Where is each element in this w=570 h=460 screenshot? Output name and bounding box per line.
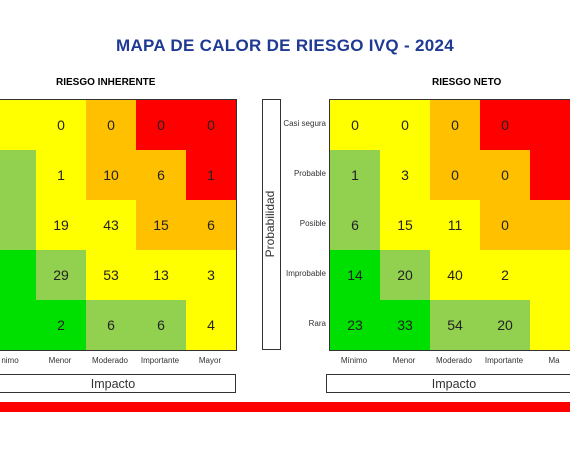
net-x-tick-4: Importante: [484, 356, 524, 365]
net-cell-r4-c2: 20: [380, 250, 430, 300]
inherent-cell-r5-c4: 6: [136, 300, 186, 350]
inherent-x-tick-3: Moderado: [91, 356, 129, 365]
net-cell-r5-c5: [530, 300, 570, 350]
net-cell-r1-c4: 0: [480, 100, 530, 150]
net-cell-r3-c5: [530, 200, 570, 250]
inherent-cell-r1-c4: 0: [136, 100, 186, 150]
net-y-tick-2: Probable: [293, 169, 326, 178]
net-cell-r5-c3: 54: [430, 300, 480, 350]
left-chart-title: RIESGO INHERENTE: [56, 77, 156, 88]
net-y-tick-1: Casi segura: [283, 119, 326, 128]
net-y-tick-3: Posible: [299, 219, 326, 228]
inherent-cell-r5-c2: 2: [36, 300, 86, 350]
net-x-tick-3: Moderado: [435, 356, 473, 365]
net-cell-r1-c5: [530, 100, 570, 150]
inherent-cell-r4-c5: 3: [186, 250, 236, 300]
inherent-cell-r4-c2: 29: [36, 250, 86, 300]
inherent-x-tick-1: nimo: [1, 356, 19, 365]
net-y-tick-5: Rara: [308, 319, 326, 328]
inherent-cell-r3-c5: 6: [186, 200, 236, 250]
net-y-tick-4: Improbable: [285, 269, 326, 278]
inherent-cell-r4-c1: [0, 250, 36, 300]
net-cell-r3-c3: 11: [430, 200, 480, 250]
net-cell-r1-c3: 0: [430, 100, 480, 150]
net-cell-r3-c1: 6: [330, 200, 380, 250]
inherent-cell-r4-c3: 53: [86, 250, 136, 300]
net-risk-heatmap: 0 0 0 0 1 3 0 0 6 15 11 0 14 20 40 2 23 33 54 20: [329, 99, 570, 351]
inherent-cell-r2-c4: 6: [136, 150, 186, 200]
right-chart-title: RIESGO NETO: [432, 77, 502, 88]
inherent-x-tick-4: Importante: [140, 356, 180, 365]
inherent-cell-r2-c1: [0, 150, 36, 200]
net-cell-r5-c1: 23: [330, 300, 380, 350]
net-x-axis-label: Impacto: [326, 374, 570, 393]
inherent-cell-r2-c2: 1: [36, 150, 86, 200]
net-cell-r3-c2: 15: [380, 200, 430, 250]
inherent-cell-r4-c4: 13: [136, 250, 186, 300]
inherent-cell-r1-c5: 0: [186, 100, 236, 150]
probability-axis-box: [262, 99, 281, 350]
net-cell-r1-c2: 0: [380, 100, 430, 150]
inherent-cell-r1-c1: [0, 100, 36, 150]
inherent-x-tick-5: Mayor: [198, 356, 222, 365]
inherent-risk-heatmap: 0 0 0 0 1 10 6 1 19 43 15 6 29 53 13 3 2 6 6 4: [0, 99, 237, 351]
red-band: [0, 402, 570, 412]
net-x-tick-2: Menor: [392, 356, 416, 365]
net-cell-r2-c4: 0: [480, 150, 530, 200]
inherent-cell-r2-c3: 10: [86, 150, 136, 200]
inherent-cell-r3-c3: 43: [86, 200, 136, 250]
net-cell-r2-c3: 0: [430, 150, 480, 200]
net-cell-r5-c4: 20: [480, 300, 530, 350]
chart-title: MAPA DE CALOR DE RIESGO IVQ - 2024: [116, 36, 454, 55]
inherent-cell-r3-c4: 15: [136, 200, 186, 250]
inherent-cell-r3-c1: [0, 200, 36, 250]
net-cell-r4-c3: 40: [430, 250, 480, 300]
net-cell-r3-c4: 0: [480, 200, 530, 250]
inherent-cell-r1-c2: 0: [36, 100, 86, 150]
net-x-tick-1: Mínimo: [340, 356, 368, 365]
net-cell-r4-c5: [530, 250, 570, 300]
net-cell-r4-c4: 2: [480, 250, 530, 300]
inherent-cell-r5-c3: 6: [86, 300, 136, 350]
inherent-cell-r1-c3: 0: [86, 100, 136, 150]
inherent-cell-r5-c5: 4: [186, 300, 236, 350]
net-cell-r2-c2: 3: [380, 150, 430, 200]
net-cell-r5-c2: 33: [380, 300, 430, 350]
inherent-cell-r3-c2: 19: [36, 200, 86, 250]
inherent-cell-r5-c1: [0, 300, 36, 350]
inherent-x-tick-2: Menor: [48, 356, 72, 365]
net-x-tick-5: Ma: [548, 356, 560, 365]
net-cell-r1-c1: 0: [330, 100, 380, 150]
net-cell-r2-c5: [530, 150, 570, 200]
inherent-cell-r2-c5: 1: [186, 150, 236, 200]
inherent-x-axis-label: Impacto: [0, 374, 236, 393]
net-cell-r2-c1: 1: [330, 150, 380, 200]
net-cell-r4-c1: 14: [330, 250, 380, 300]
